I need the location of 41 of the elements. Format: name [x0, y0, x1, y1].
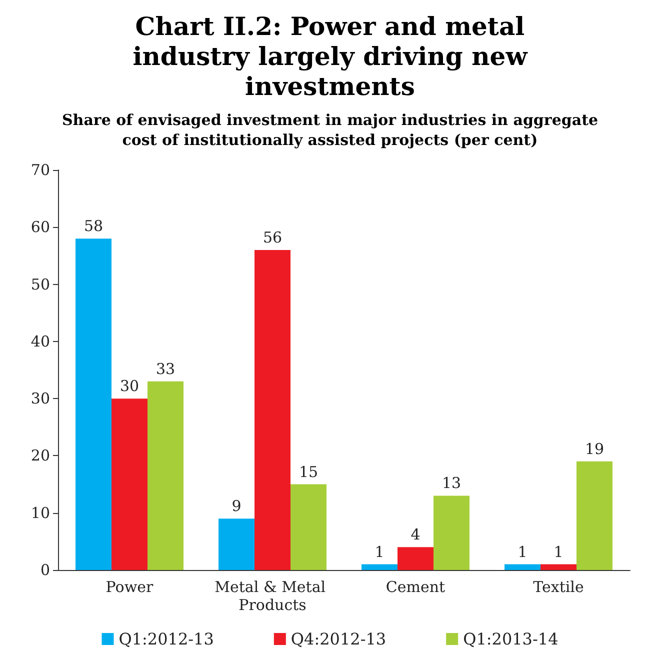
legend-label: Q1:2012-13: [118, 630, 214, 648]
x-tick-label: Cement: [386, 578, 446, 596]
bar: [218, 518, 254, 570]
data-label: 13: [442, 474, 462, 492]
data-label: 4: [410, 526, 420, 544]
data-label: 1: [374, 542, 384, 561]
x-tick-label: Metal & Metal Products: [214, 578, 330, 614]
bar: [112, 398, 148, 570]
bar: [148, 381, 184, 570]
y-tick-label: 40: [30, 332, 50, 350]
data-label: 1: [554, 542, 564, 561]
bar: [254, 250, 290, 570]
y-tick-label: 0: [40, 561, 50, 579]
data-label: 9: [232, 497, 242, 516]
bar: [540, 564, 576, 570]
bar: [434, 496, 470, 570]
y-tick-label: 10: [30, 504, 50, 522]
bar: [504, 564, 540, 570]
y-tick-label: 20: [30, 446, 50, 465]
data-label: 56: [262, 228, 282, 246]
y-tick-label: 30: [30, 390, 50, 408]
bar: [76, 238, 112, 570]
data-label: 33: [156, 360, 176, 378]
bar: [576, 461, 612, 570]
legend-label: Q4:2012-13: [290, 630, 386, 648]
data-label: 58: [84, 217, 104, 236]
bar: [290, 484, 326, 570]
data-label: 19: [584, 440, 604, 458]
data-label: 1: [518, 542, 528, 561]
y-tick-label: 70: [30, 161, 50, 179]
x-tick-label: Textile: [533, 578, 584, 596]
x-tick-label: Power: [106, 578, 154, 596]
bar: [362, 564, 398, 570]
y-tick-label: 60: [30, 218, 50, 236]
data-label: 15: [298, 462, 318, 481]
chart-subtitle: Share of envisaged investment in major industries in aggregate cost of institutionally assisted projects (per cent): [60, 110, 600, 150]
legend-label: Q1:2013-14: [463, 630, 558, 648]
bar: [398, 547, 434, 570]
data-label: 30: [120, 377, 140, 396]
y-tick-label: 50: [30, 275, 50, 294]
chart-title: Chart II.2: Power and metal industry largely driving new investments: [132, 12, 529, 102]
